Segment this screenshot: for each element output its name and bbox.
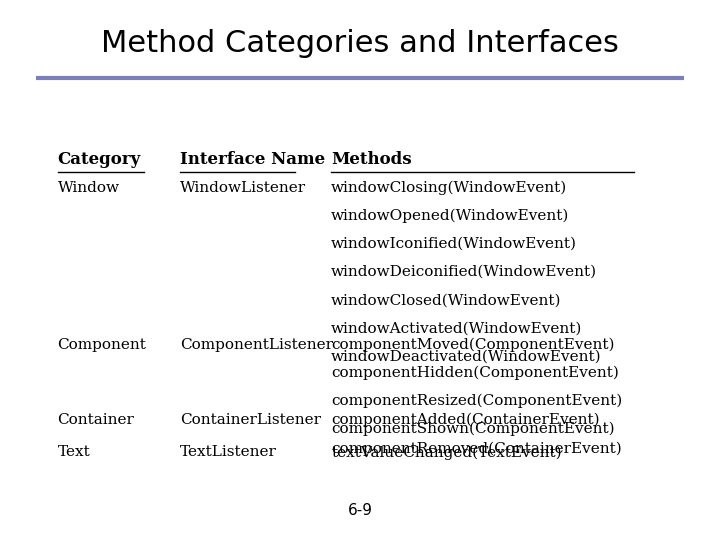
Text: windowIconified(WindowEvent): windowIconified(WindowEvent) — [331, 237, 577, 251]
Text: componentHidden(ComponentEvent): componentHidden(ComponentEvent) — [331, 366, 619, 380]
Text: TextListener: TextListener — [180, 446, 277, 460]
Text: 6-9: 6-9 — [348, 503, 372, 518]
Text: windowClosing(WindowEvent): windowClosing(WindowEvent) — [331, 181, 567, 195]
Text: windowDeactivated(WindowEvent): windowDeactivated(WindowEvent) — [331, 349, 602, 363]
Text: componentMoved(ComponentEvent): componentMoved(ComponentEvent) — [331, 338, 615, 352]
Text: componentShown(ComponentEvent): componentShown(ComponentEvent) — [331, 422, 615, 436]
Text: componentRemoved(ContainerEvent): componentRemoved(ContainerEvent) — [331, 441, 622, 456]
Text: Container: Container — [58, 413, 135, 427]
Text: ContainerListener: ContainerListener — [180, 413, 321, 427]
Text: Category: Category — [58, 151, 141, 168]
Text: componentResized(ComponentEvent): componentResized(ComponentEvent) — [331, 394, 623, 408]
Text: Component: Component — [58, 338, 146, 352]
Text: Window: Window — [58, 181, 120, 195]
Text: windowOpened(WindowEvent): windowOpened(WindowEvent) — [331, 209, 570, 224]
Text: windowDeiconified(WindowEvent): windowDeiconified(WindowEvent) — [331, 265, 598, 279]
Text: Method Categories and Interfaces: Method Categories and Interfaces — [101, 29, 619, 58]
Text: Interface Name: Interface Name — [180, 151, 325, 168]
Text: ComponentListener: ComponentListener — [180, 338, 333, 352]
Text: windowClosed(WindowEvent): windowClosed(WindowEvent) — [331, 293, 562, 307]
Text: Methods: Methods — [331, 151, 412, 168]
Text: Text: Text — [58, 446, 90, 460]
Text: WindowListener: WindowListener — [180, 181, 306, 195]
Text: textValueChanged(TextEvent): textValueChanged(TextEvent) — [331, 446, 562, 460]
Text: componentAdded(ContainerEvent): componentAdded(ContainerEvent) — [331, 413, 600, 428]
Text: windowActivated(WindowEvent): windowActivated(WindowEvent) — [331, 321, 582, 335]
